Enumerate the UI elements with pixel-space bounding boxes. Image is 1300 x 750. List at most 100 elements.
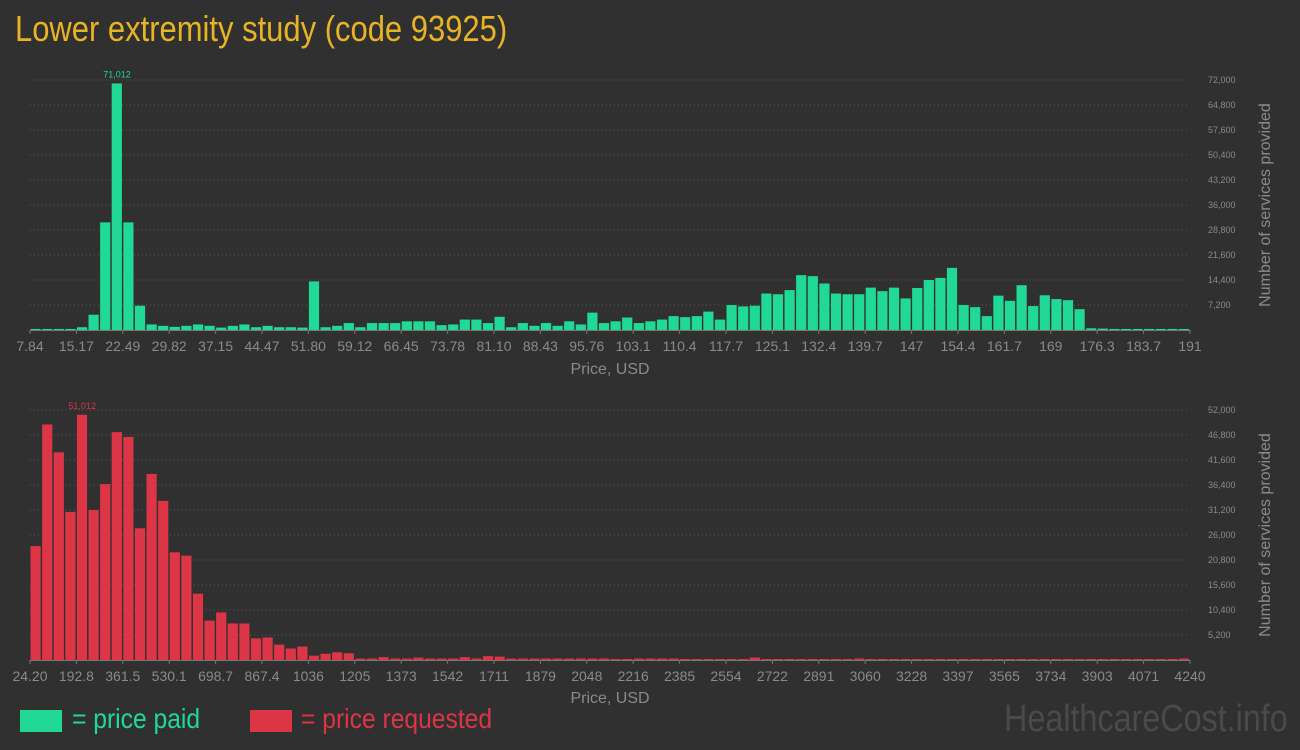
- y-tick-label: 52,000: [1208, 405, 1236, 415]
- bar: [100, 222, 111, 330]
- bar: [297, 327, 308, 330]
- bar: [1167, 659, 1178, 660]
- bar: [854, 658, 865, 660]
- bar: [320, 327, 331, 330]
- y-tick-label: 72,000: [1208, 75, 1236, 85]
- bar: [65, 511, 76, 660]
- bar: [1028, 306, 1039, 330]
- bar: [76, 414, 88, 660]
- bar: [529, 325, 540, 330]
- bar: [53, 328, 64, 330]
- bar: [587, 658, 598, 660]
- x-tick-label: 161.7: [987, 338, 1022, 354]
- price-paid-chart: 7,200 14,400 21,600 28,800 36,000 43,200 50,40…: [16, 69, 1274, 378]
- bar: [459, 657, 470, 660]
- bar: [1004, 300, 1016, 330]
- y-tick-label: 50,400: [1208, 150, 1236, 160]
- legend-paid-label: = price paid: [72, 703, 201, 734]
- bar: [204, 620, 215, 660]
- bar: [587, 312, 598, 330]
- bar: [366, 323, 378, 330]
- bar: [506, 327, 517, 330]
- x-tick-label: 2554: [710, 668, 741, 684]
- bar: [169, 326, 180, 330]
- x-tick-label: 37.15: [198, 338, 233, 354]
- bar: [946, 267, 958, 330]
- bar: [552, 325, 563, 330]
- x-tick-label: 530.1: [152, 668, 187, 684]
- legend-requested-swatch: [250, 710, 292, 732]
- bar: [494, 656, 505, 660]
- y-tick-label: 36,400: [1208, 480, 1236, 490]
- bar: [355, 658, 366, 660]
- bar: [935, 659, 946, 660]
- y-tick-label: 57,600: [1208, 125, 1236, 135]
- x-tick-label: 22.49: [105, 338, 140, 354]
- bar: [30, 328, 41, 330]
- bar: [274, 644, 285, 660]
- bar: [53, 452, 64, 660]
- bar: [923, 659, 934, 660]
- bar: [830, 293, 842, 330]
- bar: [42, 424, 53, 660]
- bar: [598, 658, 610, 660]
- x-tick-label: 2216: [618, 668, 649, 684]
- bar: [912, 659, 923, 660]
- x-tick-label: 1205: [339, 668, 370, 684]
- bar: [227, 623, 238, 660]
- x-tick-label: 51.80: [291, 338, 326, 354]
- y-tick-label: 46,800: [1208, 430, 1236, 440]
- bar: [1004, 659, 1016, 660]
- bar: [1178, 328, 1190, 330]
- bar: [250, 638, 262, 660]
- bar: [192, 324, 204, 330]
- bar: [993, 659, 1004, 660]
- bar: [332, 652, 343, 660]
- bar: [471, 658, 482, 660]
- bar: [262, 637, 273, 660]
- bar: [378, 657, 389, 660]
- x-tick-label: 24.20: [12, 668, 47, 684]
- bar: [877, 291, 888, 330]
- bar: [1155, 328, 1166, 330]
- bar: [1109, 328, 1120, 330]
- bar: [216, 612, 227, 660]
- bar: [30, 546, 41, 660]
- bar: [796, 275, 807, 330]
- bar: [529, 658, 540, 660]
- bar: [436, 658, 447, 660]
- bar: [448, 658, 459, 660]
- bar: [146, 473, 157, 660]
- bar: [656, 658, 668, 660]
- bar: [668, 316, 679, 330]
- bar: [158, 500, 169, 660]
- bar: [726, 305, 737, 330]
- bar: [900, 659, 911, 660]
- bar: [645, 321, 656, 330]
- bar: [738, 306, 749, 330]
- bar: [1051, 659, 1062, 660]
- x-tick-label: 66.45: [384, 338, 419, 354]
- bar: [645, 658, 656, 660]
- bar: [761, 293, 772, 330]
- bar: [1109, 659, 1120, 660]
- bar: [680, 317, 691, 330]
- x-tick-label: 698.7: [198, 668, 233, 684]
- x-tick-label: 191: [1178, 338, 1202, 354]
- bar: [796, 659, 807, 660]
- bar: [958, 659, 969, 660]
- bar: [540, 323, 552, 330]
- bar: [366, 658, 378, 660]
- bar: [181, 325, 192, 330]
- bar: [459, 319, 470, 330]
- bar: [622, 659, 633, 660]
- bar: [865, 659, 876, 660]
- bar: [703, 311, 714, 330]
- bar: [784, 659, 795, 660]
- bar: [471, 319, 482, 330]
- y-axis-label: Number of services provided: [1257, 433, 1274, 637]
- bar: [564, 321, 575, 330]
- bar: [250, 327, 262, 330]
- bar: [1144, 659, 1155, 660]
- bar: [749, 305, 760, 330]
